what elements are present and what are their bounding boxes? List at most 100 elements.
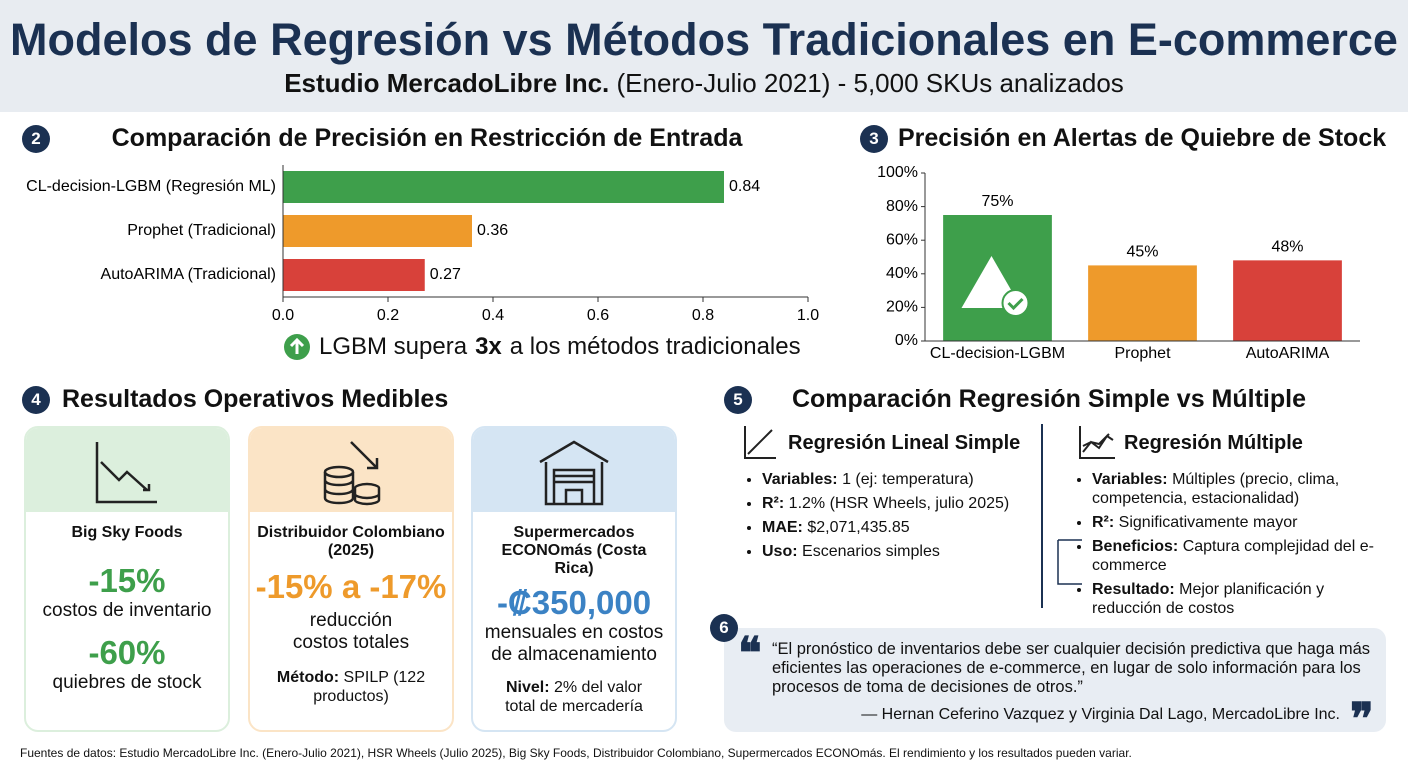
page-title: Modelos de Regresión vs Métodos Tradicio… — [10, 14, 1398, 65]
y-tick-label: 80% — [886, 198, 918, 215]
list-item: Resultado: Mejor planificación y reducci… — [1092, 580, 1384, 618]
y-tick-label: 40% — [886, 265, 918, 282]
page-subtitle: Estudio MercadoLibre Inc. (Enero-Julio 2… — [0, 68, 1408, 99]
column-heading: Regresión Lineal Simple — [788, 432, 1021, 454]
card-name: Supermercados ECONOmás (Costa Rica) — [501, 524, 647, 577]
note-label: Nivel: — [505, 679, 550, 696]
coins-icon — [323, 441, 381, 506]
card-header — [473, 428, 675, 512]
item-text: $2,071,435.85 — [807, 519, 910, 536]
chart: 0% 20% 40% 60% 80% 100% 75% CL-decision-LGBM 45%… — [877, 164, 1360, 362]
card-header — [26, 428, 228, 512]
list-item: MAE: $2,071,435.85 — [762, 518, 1034, 537]
arrows — [1057, 539, 1082, 585]
y-tick-label: 60% — [886, 231, 918, 248]
bar — [283, 259, 425, 291]
header — [0, 0, 1408, 112]
item-text: Escenarios simples — [802, 543, 940, 560]
bar — [1088, 265, 1197, 341]
quote-mark: ❞ — [1350, 695, 1374, 744]
y-tick-label: Prophet (Tradicional) — [127, 222, 276, 239]
callout-emphasis: 3x — [475, 333, 502, 360]
quote-box — [724, 628, 1386, 732]
value-label: 45% — [1126, 244, 1158, 261]
card-header — [250, 428, 452, 512]
warehouse-icon — [539, 440, 609, 506]
value-label: 75% — [981, 193, 1013, 210]
list-item: R²: 1.2% (HSR Wheels, julio 2025) — [762, 494, 1034, 513]
item-label: R²: — [1092, 514, 1115, 531]
list-item: Variables: Múltiples (precio, clima, com… — [1092, 470, 1384, 508]
item-label: MAE: — [762, 519, 803, 536]
simple-list: Variables: 1 (ej: temperatura) R²: 1.2% (… — [744, 470, 1034, 566]
y-tick-label: 100% — [877, 164, 918, 181]
x-tick-label: 1.0 — [797, 307, 819, 324]
x-tick-label: AutoARIMA — [1246, 345, 1330, 362]
item-text: 1 (ej: temperatura) — [842, 471, 974, 488]
note-text: 2% del valor total de mercadería — [505, 679, 643, 715]
divider — [1041, 424, 1043, 608]
x-tick-label: CL-decision-LGBM — [930, 345, 1065, 362]
item-text: Significativamente mayor — [1118, 514, 1298, 531]
check-mark — [1007, 297, 1024, 311]
y-tick-label: 0% — [895, 332, 918, 349]
section-title: Comparación Regresión Simple vs Múltiple — [791, 385, 1306, 413]
result-card: Big Sky Foods -15% costos de inventario … — [24, 426, 230, 732]
y-tick-label: AutoARIMA (Tradicional) — [101, 266, 276, 283]
section-title: Resultados Operativos Medibles — [62, 385, 449, 413]
callout-text: a los métodos tradicionales — [509, 333, 801, 360]
y-tick-label: CL-decision-LGBM (Regresión ML) — [26, 178, 276, 195]
multi-icon — [1079, 426, 1115, 459]
callout-text: LGBM supera — [319, 333, 468, 360]
subtitle-rest: (Enero-Julio 2021) - 5,000 SKUs analizad… — [616, 68, 1124, 98]
x-tick-label: 0.8 — [692, 307, 714, 324]
callout: LGBM supera 3x a los métodos tradicionales — [283, 333, 801, 361]
card-caption: costos de inventario — [42, 600, 212, 621]
badge: 5 — [724, 386, 752, 414]
list-item: R²: Significativamente mayor — [1092, 513, 1384, 532]
x-tick-label: Prophet — [1114, 345, 1171, 362]
card-note: Nivel: 2% del valor total de mercadería — [494, 678, 654, 716]
card-figure: -₡350,000 — [496, 584, 652, 621]
card-caption: mensuales en costos de almacenamiento — [484, 622, 664, 665]
card-note: Método: SPILP (122 productos) — [276, 668, 426, 706]
quote-author: — Hernan Ceferino Vazquez y Virginia Dal… — [861, 706, 1340, 723]
item-text: 1.2% (HSR Wheels, julio 2025) — [788, 495, 1010, 512]
column-heading: Regresión Múltiple — [1124, 432, 1303, 454]
line-icon — [744, 426, 776, 459]
badge: 4 — [22, 386, 50, 414]
item-label: Variables: — [1092, 471, 1168, 488]
chart: 0.0 0.2 0.4 0.6 0.8 1.0 CL-decision-LGBM (Regr… — [26, 165, 819, 324]
card-figure: -60% — [88, 634, 166, 671]
value-label: 0.27 — [430, 266, 461, 283]
value-label: 48% — [1271, 239, 1303, 256]
card-name: Big Sky Foods — [71, 524, 183, 541]
subtitle-bold: Estudio MercadoLibre Inc. — [284, 68, 610, 98]
y-tick-label: 20% — [886, 299, 918, 316]
item-text: Captura complejidad del e-commerce — [1092, 538, 1374, 574]
list-item: Beneficios: Captura complejidad del e-co… — [1092, 537, 1384, 575]
item-label: Beneficios: — [1092, 538, 1179, 555]
bar — [1233, 260, 1342, 341]
footer: Fuentes de datos: Estudio MercadoLibre I… — [20, 746, 1132, 760]
item-label: Uso: — [762, 543, 798, 560]
quote-text: “El pronóstico de inventarios debe ser c… — [772, 640, 1371, 696]
multiple-list: Variables: Múltiples (precio, clima, com… — [1074, 470, 1384, 623]
card-name: Distribuidor Colombiano (2025) — [257, 524, 445, 559]
bar — [283, 171, 724, 203]
note-label: Método: — [276, 669, 340, 686]
item-text: Mejor planificación y reducción de costo… — [1092, 581, 1325, 617]
badge: 2 — [22, 125, 50, 153]
result-card: Distribuidor Colombiano (2025) -15% a -1… — [248, 426, 454, 732]
card-caption: reducción costos totales — [292, 610, 410, 653]
list-item: Uso: Escenarios simples — [762, 542, 1034, 561]
result-card: Supermercados ECONOmás (Costa Rica) -₡35… — [471, 426, 677, 732]
bar — [283, 215, 472, 247]
quote-mark: ❝ — [738, 629, 762, 678]
note-text: SPILP (122 productos) — [313, 669, 426, 705]
list-item: Variables: 1 (ej: temperatura) — [762, 470, 1034, 489]
item-label: R²: — [762, 495, 785, 512]
section-title: Precisión en Alertas de Quiebre de Stock — [898, 124, 1387, 152]
item-label: Variables: — [762, 471, 838, 488]
